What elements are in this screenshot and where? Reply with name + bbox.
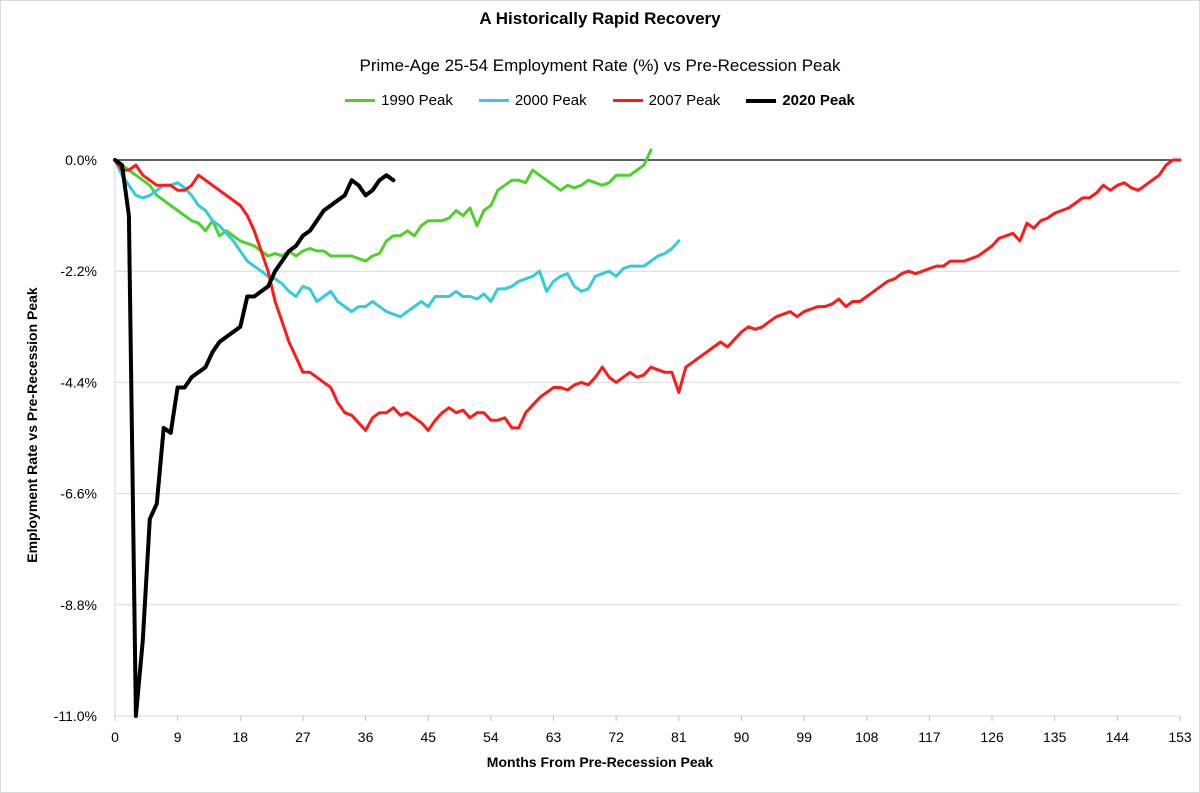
legend-item-2000: 2000 Peak [478,92,587,109]
y-tick-label: -8.8% [60,597,97,613]
legend-swatch-2007 [612,99,643,102]
legend-label-2020: 2020 Peak [782,92,855,109]
x-tick-label: 54 [483,729,499,745]
y-tick-label: -2.2% [60,263,97,279]
y-tick-label: -4.4% [60,374,97,390]
legend-label-2000: 2000 Peak [514,92,587,109]
legend-swatch-1990 [345,99,376,102]
series-line-2000 [113,158,681,319]
x-axis-label: Months From Pre-Recession Peak [486,754,714,770]
x-tick-label: 18 [233,729,249,745]
chart-subtitle: Prime-Age 25-54 Employment Rate (%) vs P… [359,56,841,75]
series-line-1990 [113,148,653,263]
x-tick-label: 45 [420,729,436,745]
x-tick-label: 27 [295,729,311,745]
y-tick-label: 0.0% [65,152,97,168]
x-tick-label: 90 [734,729,750,745]
series-line-2020 [113,158,396,718]
x-tick-label: 135 [1043,729,1067,745]
legend: 1990 Peak 2000 Peak 2007 Peak 2020 Peak [0,92,1200,109]
legend-swatch-2020 [746,98,777,103]
x-tick-label: 36 [358,729,374,745]
x-tick-label: 144 [1106,729,1130,745]
x-tick-label: 72 [608,729,624,745]
x-tick-label: 108 [855,729,879,745]
legend-label-1990: 1990 Peak [381,92,453,109]
legend-item-1990: 1990 Peak [345,92,453,109]
x-tick-label: 117 [918,729,941,745]
legend-item-2020: 2020 Peak [746,92,855,109]
x-tick-label: 126 [980,729,1004,745]
x-tick-label: 99 [796,729,812,745]
x-tick-label: 9 [174,729,182,745]
legend-item-2007: 2007 Peak [612,92,721,109]
legend-label-2007: 2007 Peak [648,92,721,109]
series-line-2007 [113,158,1182,432]
legend-swatch-2000 [478,99,509,102]
y-tick-label: -6.6% [60,486,97,502]
x-tick-label: 0 [111,729,119,745]
y-tick-label: -11.0% [54,708,97,724]
chart-title: A Historically Rapid Recovery [479,9,721,28]
x-tick-label: 153 [1168,729,1192,745]
x-tick-label: 81 [671,729,687,745]
x-tick-label: 63 [546,729,562,745]
